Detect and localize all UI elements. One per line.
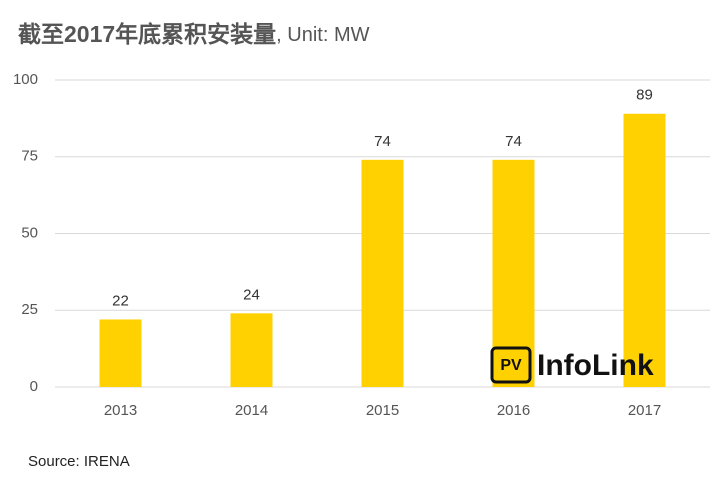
watermark: PV InfoLink — [490, 346, 654, 384]
chart-title: 截至2017年底累积安装量, Unit: MW — [18, 21, 370, 47]
value-label: 89 — [636, 87, 653, 104]
unit-label: , Unit: MW — [276, 24, 369, 46]
watermark-badge-box — [490, 346, 532, 384]
x-tick-label: 2017 — [628, 402, 661, 419]
x-tick-label: 2015 — [366, 402, 399, 419]
bar — [99, 319, 142, 387]
watermark-badge: PV — [500, 357, 522, 374]
bar — [230, 313, 273, 387]
bar — [623, 113, 666, 388]
y-tick-label: 75 — [21, 148, 38, 165]
y-tick-label: 25 — [21, 301, 38, 318]
bar — [361, 159, 404, 387]
y-tick-label: 50 — [21, 224, 38, 241]
value-label: 22 — [112, 292, 129, 309]
value-label: 74 — [505, 133, 522, 150]
y-tick-label: 100 — [13, 71, 38, 88]
x-tick-label: 2013 — [104, 402, 137, 419]
watermark-text: InfoLink — [537, 349, 654, 382]
x-tick-label: 2016 — [497, 402, 530, 419]
value-label: 74 — [374, 133, 391, 150]
y-tick-label: 0 — [30, 378, 38, 395]
x-tick-label: 2014 — [235, 402, 268, 419]
title-main: 截至2017年底累积安装量 — [18, 21, 276, 47]
source: Source: IRENA — [28, 453, 130, 470]
value-label: 24 — [243, 286, 260, 303]
